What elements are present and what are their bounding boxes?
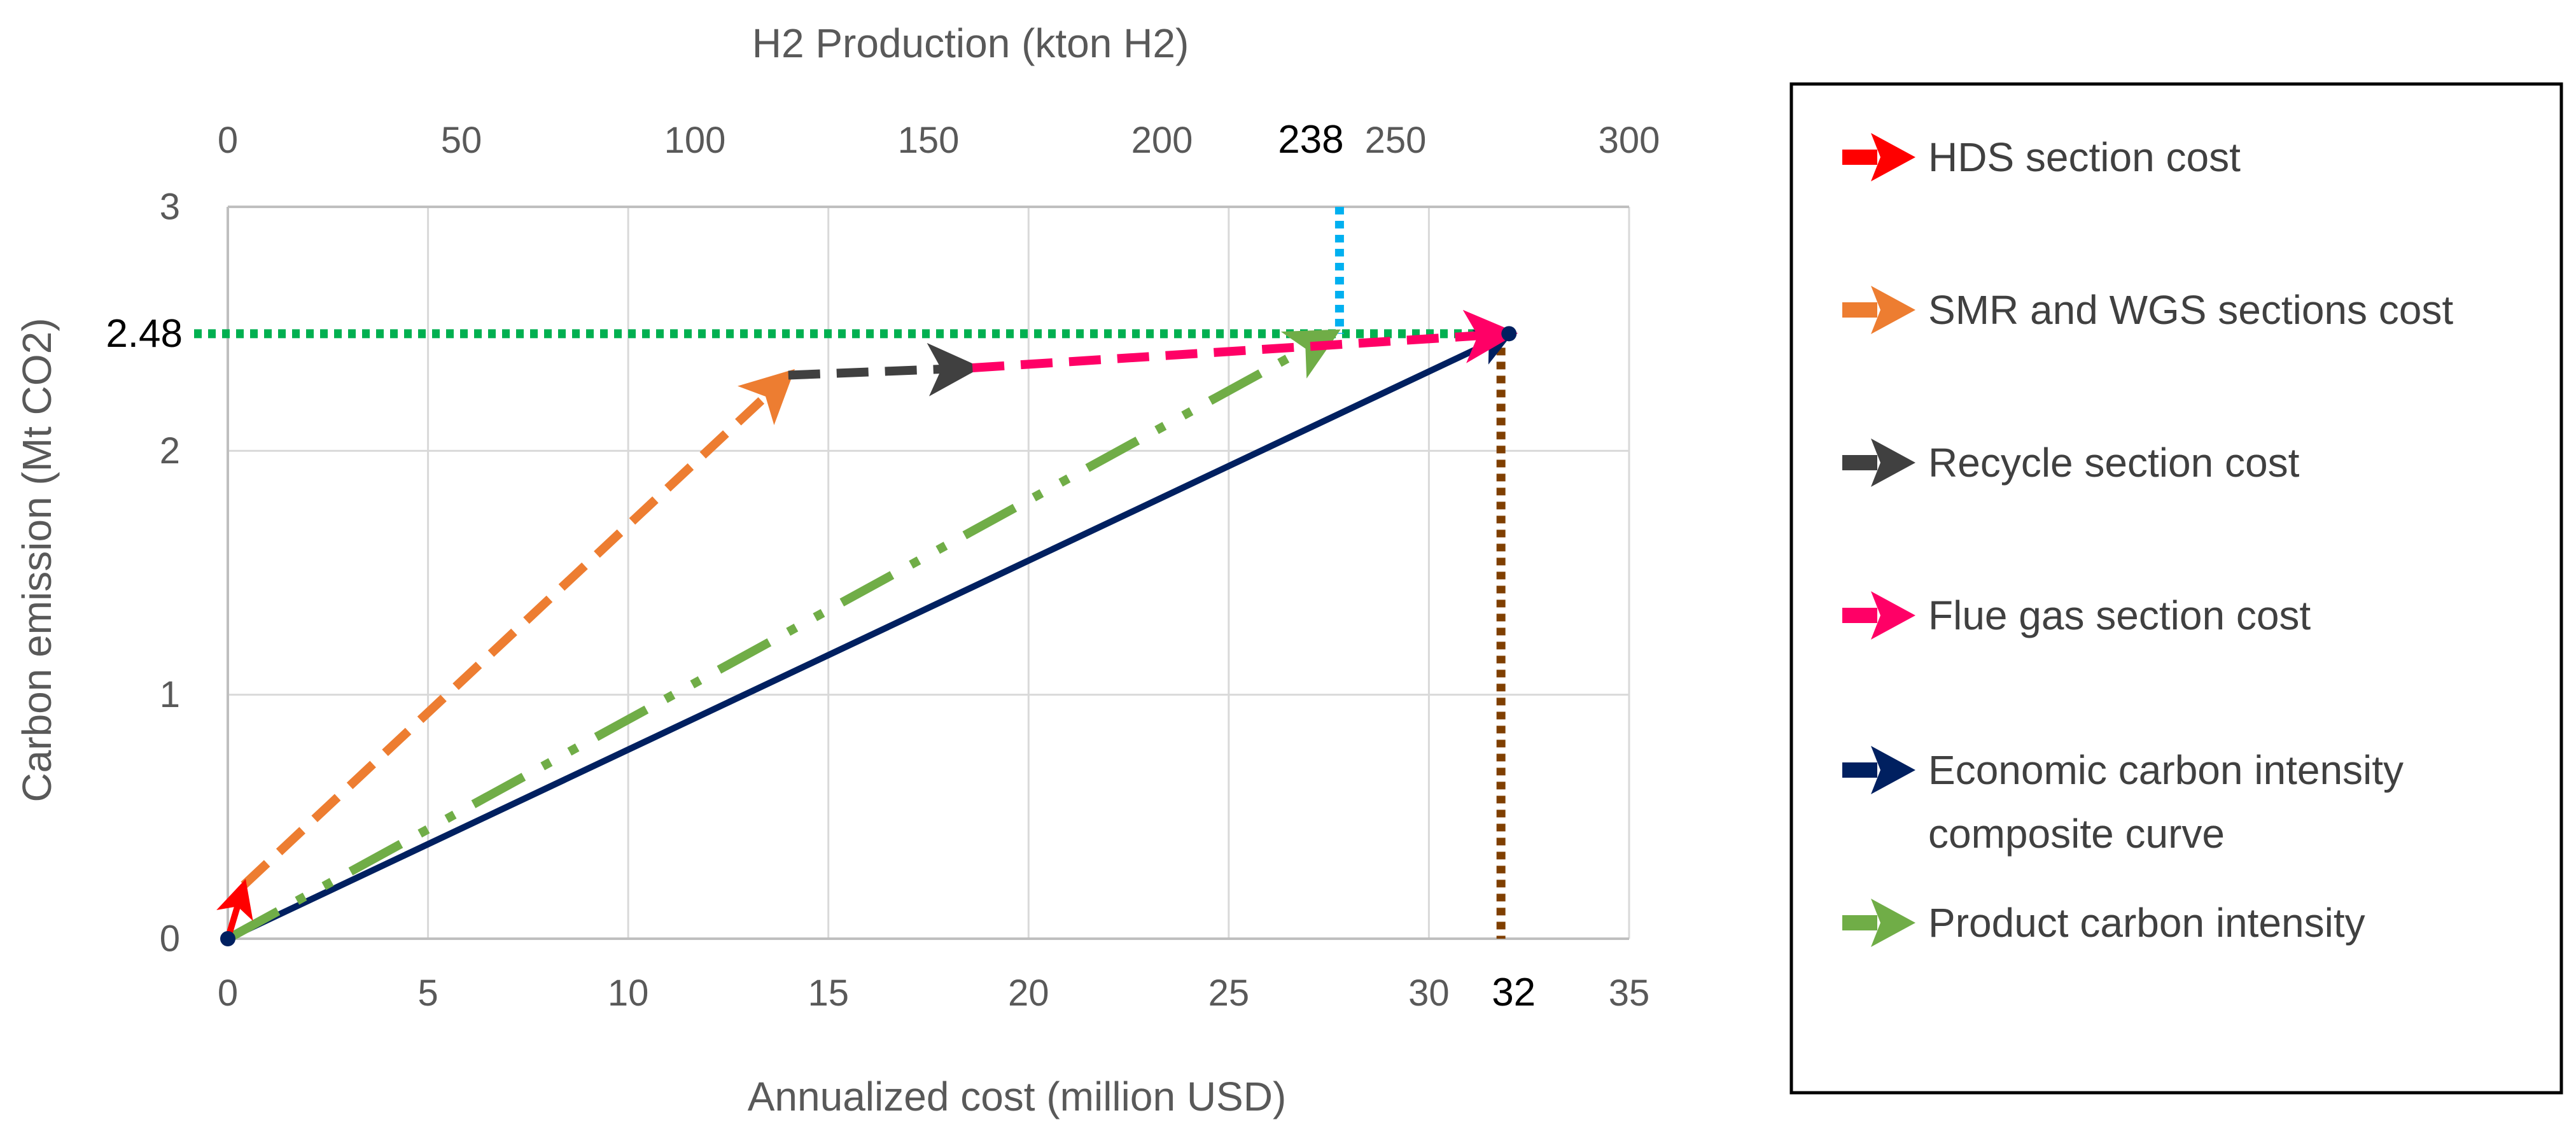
x-tick-label: 5 (417, 972, 438, 1014)
y-axis-title: Carbon emission (Mt CO2) (14, 318, 60, 802)
x-tick-label: 35 (1609, 972, 1650, 1014)
guide-lines (194, 207, 1509, 939)
legend-swatch-economic-carbon-intensity-composite-curve (1842, 762, 1877, 778)
series-recycle-section-cost (788, 342, 982, 396)
x2-tick-label: 250 (1365, 120, 1427, 161)
x2-tick-label: 300 (1599, 120, 1660, 161)
x-tick-label: 0 (218, 972, 238, 1014)
series-economic-carbon-intensity-composite-curve (226, 330, 1515, 942)
series-flue-gas-section-cost (972, 309, 1518, 372)
legend: HDS section cost SMR and WGS sections cos… (1789, 82, 2563, 1095)
x-value-annotation: 32 (1492, 971, 1536, 1014)
legend-arrow-icon (1871, 899, 1915, 947)
legend-label-recycle-section-cost: Recycle section cost (1928, 440, 2300, 486)
legend-box (1789, 82, 2563, 1095)
legend-swatch-recycle-section-cost (1842, 455, 1877, 470)
x-axis-title: Annualized cost (million USD) (748, 1074, 1287, 1119)
legend-arrow-icon (1871, 591, 1915, 640)
legend-label-hds-section-cost: HDS section cost (1928, 134, 2241, 180)
grid (227, 206, 1630, 940)
legend-arrow-icon (1871, 438, 1915, 487)
x-tick-label: 20 (1008, 972, 1049, 1014)
y-value-annotation: 2.48 (106, 312, 183, 356)
series-smr-and-wgs-sections-cost (241, 368, 795, 888)
x2-tick-label: 100 (664, 120, 726, 161)
x2-tick-label: 200 (1131, 120, 1193, 161)
legend-arrow-icon (1871, 133, 1915, 181)
legend-arrow-icon (1871, 286, 1915, 334)
x2-tick-label: 50 (441, 120, 482, 161)
x2-axis-title: H2 Production (kton H2) (752, 20, 1189, 66)
y-tick-label: 1 (160, 674, 180, 715)
x-tick-label: 15 (808, 972, 849, 1014)
x2-tick-label: 150 (898, 120, 960, 161)
legend-label-product-carbon-intensity: Product carbon intensity (1928, 900, 2365, 946)
x2-tick-label: 0 (218, 120, 238, 161)
x2-value-annotation: 238 (1278, 118, 1343, 162)
series-product-carbon-intensity (225, 329, 1341, 943)
x-tick-label: 30 (1408, 972, 1450, 1014)
legend-label-line-2: composite curve (1928, 811, 2225, 857)
y-tick-label: 0 (160, 918, 180, 960)
legend-label-flue-gas-section-cost: Flue gas section cost (1928, 593, 2311, 638)
legend-label-line-1: Economic carbon intensity (1928, 747, 2404, 793)
origin-point (220, 931, 235, 946)
legend-swatch-flue-gas-section-cost (1842, 608, 1877, 623)
series-hds-section-cost (216, 879, 253, 940)
series-layer (216, 309, 1518, 946)
legend-label-smr-and-wgs-sections-cost: SMR and WGS sections cost (1928, 287, 2453, 333)
legend-arrow-icon (1871, 746, 1915, 794)
legend-swatch-product-carbon-intensity (1842, 915, 1877, 930)
legend-swatch-smr-and-wgs-sections-cost (1842, 302, 1877, 318)
endpoint-point (1501, 326, 1517, 342)
legend-swatch-hds-section-cost (1842, 150, 1877, 165)
x-tick-label: 25 (1208, 972, 1250, 1014)
x-tick-label: 10 (608, 972, 649, 1014)
y-tick-label: 2 (160, 430, 180, 472)
y-tick-label: 3 (160, 186, 180, 228)
